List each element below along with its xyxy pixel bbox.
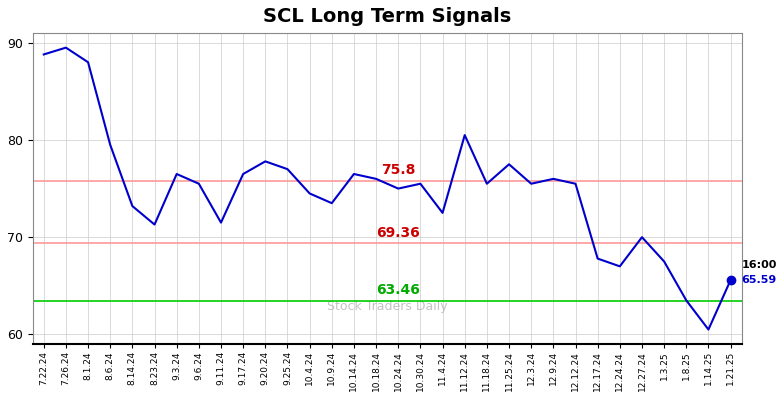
Text: 75.8: 75.8 [381, 163, 416, 177]
Text: 63.46: 63.46 [376, 283, 420, 297]
Text: 65.59: 65.59 [742, 275, 777, 285]
Text: 16:00: 16:00 [742, 260, 777, 271]
Text: Stock Traders Daily: Stock Traders Daily [327, 300, 448, 313]
Title: SCL Long Term Signals: SCL Long Term Signals [263, 7, 511, 26]
Text: 69.36: 69.36 [376, 226, 420, 240]
